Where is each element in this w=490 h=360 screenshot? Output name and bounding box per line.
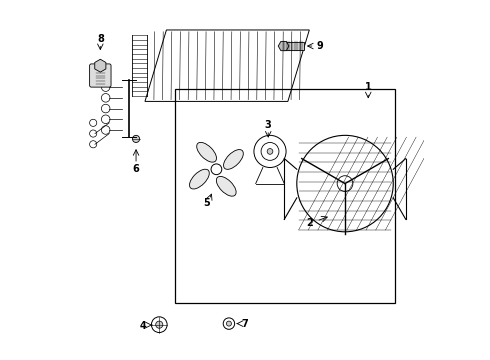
Circle shape <box>156 321 163 328</box>
Circle shape <box>267 149 273 154</box>
Ellipse shape <box>223 149 244 169</box>
Text: 7: 7 <box>242 319 248 329</box>
Polygon shape <box>278 41 289 51</box>
Text: 8: 8 <box>97 34 104 44</box>
Bar <box>175 89 395 303</box>
Text: 5: 5 <box>203 198 210 208</box>
Text: 9: 9 <box>317 41 323 51</box>
Polygon shape <box>95 59 106 72</box>
Polygon shape <box>284 42 304 50</box>
FancyBboxPatch shape <box>90 64 111 87</box>
Text: 4: 4 <box>140 321 147 331</box>
Ellipse shape <box>217 176 236 196</box>
Ellipse shape <box>196 143 217 162</box>
Circle shape <box>337 176 353 192</box>
Ellipse shape <box>190 169 209 189</box>
Circle shape <box>211 164 222 175</box>
Circle shape <box>132 135 140 143</box>
Text: 3: 3 <box>265 120 271 130</box>
Text: 2: 2 <box>306 218 313 228</box>
Circle shape <box>226 321 231 326</box>
Text: 6: 6 <box>133 164 140 174</box>
Text: 1: 1 <box>365 82 371 92</box>
